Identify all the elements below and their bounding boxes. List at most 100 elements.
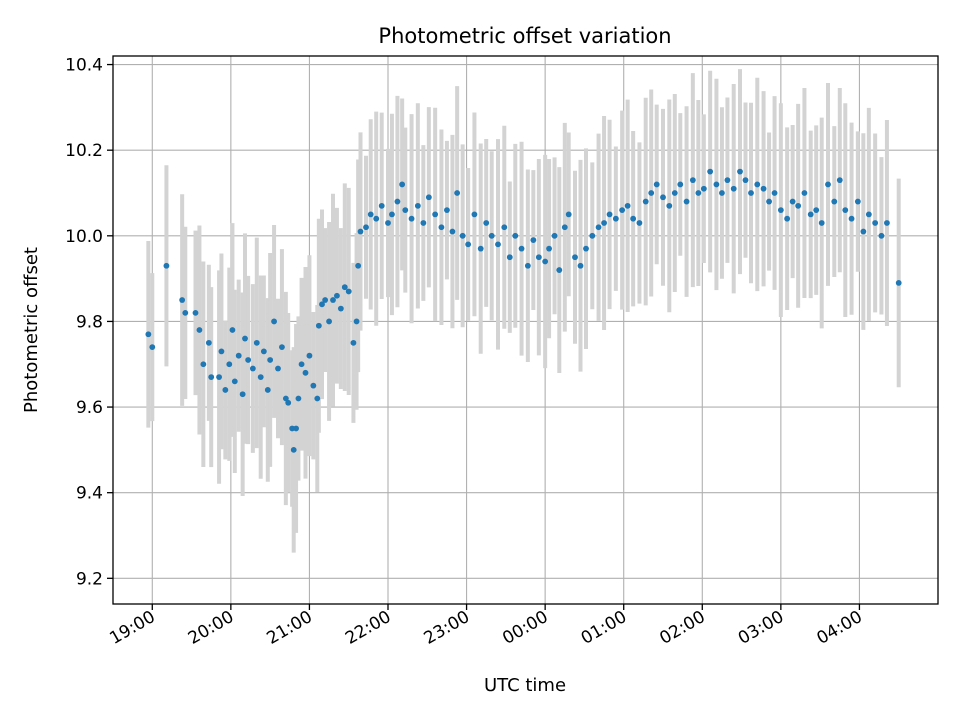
- data-point: [216, 374, 222, 380]
- data-point: [730, 185, 737, 192]
- data-point: [179, 297, 186, 303]
- y-axis-label: Photometric offset: [21, 247, 42, 413]
- data-point: [495, 241, 501, 248]
- data-point: [660, 194, 666, 201]
- y-axis-ticks: 9.2 9.4 9.6 9.8 10.0 10.2 10.4: [65, 56, 113, 589]
- data-point: [373, 215, 380, 222]
- data-point: [314, 395, 321, 402]
- data-point: [700, 185, 707, 192]
- data-point: [275, 365, 281, 372]
- data-point: [606, 211, 613, 218]
- data-point: [345, 288, 352, 295]
- data-point: [200, 361, 207, 368]
- data-point: [636, 220, 643, 226]
- data-point: [583, 245, 589, 252]
- data-point: [689, 177, 696, 184]
- data-point: [438, 224, 445, 231]
- data-point: [724, 177, 731, 184]
- data-point: [677, 181, 684, 188]
- data-point: [285, 399, 292, 406]
- data-point: [801, 190, 808, 196]
- data-point: [341, 284, 348, 291]
- data-point: [831, 198, 838, 205]
- data-point: [860, 228, 867, 235]
- data-point: [306, 352, 313, 359]
- data-point: [666, 202, 673, 209]
- data-point: [260, 348, 267, 355]
- y-tick-label: 9.8: [76, 312, 103, 332]
- data-point: [551, 232, 558, 239]
- data-point: [671, 190, 678, 196]
- data-point: [878, 232, 885, 239]
- data-point: [895, 280, 902, 286]
- data-point: [235, 352, 242, 359]
- data-point: [477, 245, 484, 252]
- data-point: [789, 198, 796, 205]
- data-point: [737, 168, 743, 175]
- data-point: [535, 254, 542, 261]
- data-point: [518, 245, 525, 252]
- data-point: [145, 331, 152, 338]
- data-point: [315, 322, 322, 329]
- data-point: [357, 228, 364, 235]
- data-point: [319, 301, 325, 308]
- data-point: [326, 318, 332, 325]
- data-point: [766, 198, 772, 205]
- data-point: [444, 207, 450, 214]
- chart-title: Photometric offset variation: [378, 24, 671, 48]
- data-point: [298, 361, 305, 368]
- data-point: [290, 446, 297, 453]
- data-point: [330, 297, 336, 303]
- data-point: [742, 177, 749, 184]
- data-point: [293, 425, 299, 432]
- x-axis-label: UTC time: [484, 675, 566, 696]
- data-point: [630, 215, 637, 222]
- data-point: [454, 190, 461, 196]
- data-point: [683, 198, 690, 205]
- data-point: [818, 220, 825, 226]
- data-point: [760, 185, 767, 192]
- data-point: [302, 369, 309, 376]
- data-point: [836, 177, 843, 184]
- data-point: [648, 190, 655, 196]
- data-point: [624, 202, 631, 209]
- y-tick-label: 9.2: [76, 569, 103, 589]
- data-point: [872, 220, 879, 226]
- data-point: [218, 348, 225, 355]
- data-point: [334, 292, 340, 299]
- data-point: [695, 190, 702, 196]
- data-point: [748, 190, 754, 196]
- data-point: [825, 181, 831, 188]
- data-point: [483, 220, 490, 226]
- data-point: [561, 224, 568, 231]
- data-point: [196, 327, 203, 333]
- data-point: [512, 232, 519, 239]
- data-point: [854, 198, 861, 205]
- data-point: [192, 309, 199, 316]
- data-point: [601, 220, 607, 226]
- data-point: [257, 374, 264, 380]
- data-point: [163, 262, 170, 269]
- data-point: [389, 211, 395, 218]
- data-point: [279, 344, 285, 351]
- plot-frame: [112, 55, 939, 605]
- data-point: [572, 254, 578, 261]
- data-point: [471, 211, 478, 218]
- data-point: [612, 215, 619, 222]
- data-point: [425, 194, 432, 201]
- data-point: [488, 232, 495, 239]
- data-point: [205, 339, 212, 346]
- data-point: [239, 391, 246, 398]
- data-point: [245, 357, 252, 363]
- y-tick-label: 10.0: [65, 227, 103, 247]
- data-point: [149, 344, 156, 351]
- data-point: [414, 202, 421, 209]
- data-point: [249, 365, 256, 372]
- data-point: [713, 181, 720, 188]
- data-point: [385, 220, 391, 226]
- data-point: [807, 211, 814, 218]
- data-point: [282, 395, 289, 402]
- data-point: [242, 335, 248, 342]
- data-point: [208, 374, 215, 380]
- data-point: [719, 190, 725, 196]
